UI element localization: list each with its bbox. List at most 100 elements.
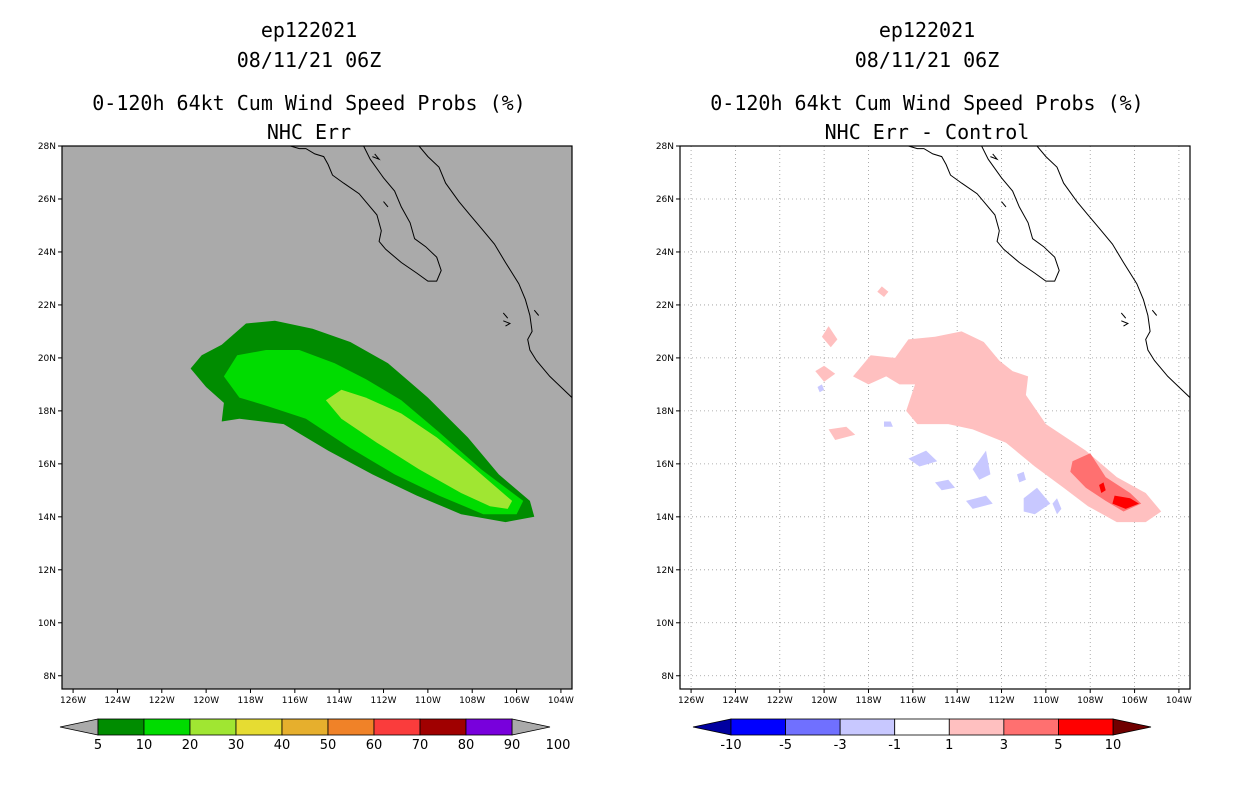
chart-subtitle: NHC Err - Control: [824, 120, 1030, 144]
x-tick-label: 106W: [1122, 696, 1148, 706]
colorbar-swatch: [327, 718, 375, 736]
y-tick-label: 28N: [656, 142, 674, 152]
colorbar-swatch: [281, 718, 329, 736]
x-tick-label: 120W: [811, 696, 837, 706]
colorbar-under-triangle: [692, 718, 732, 736]
panel-nhc-err: ep122021 08/11/21 06Z 0-120h 64kt Cum Wi…: [38, 18, 574, 753]
colorbar-label: 100: [546, 738, 571, 753]
island-outline: [928, 135, 935, 143]
y-tick-label: 12N: [656, 566, 674, 576]
colorbar-swatch: [189, 718, 237, 736]
y-tick-label: 8N: [44, 672, 56, 682]
storm-id: ep122021: [260, 18, 358, 42]
y-tick-label: 18N: [38, 407, 56, 417]
x-tick-label: 108W: [459, 696, 485, 706]
colorbar-label: -3: [834, 738, 847, 753]
island-outline: [383, 201, 389, 208]
colorbar-over-triangle: [511, 718, 551, 736]
y-tick-label: 20N: [38, 354, 56, 364]
y-tick-label: 28N: [38, 142, 56, 152]
x-tick-label: 116W: [282, 696, 308, 706]
contour-level-neg1: [972, 450, 991, 480]
y-tick-label: 14N: [656, 513, 674, 523]
x-tick-label: 120W: [193, 696, 219, 706]
colorbar-over-triangle: [1112, 718, 1152, 736]
plot-frame: [61, 145, 573, 690]
colorbar-swatch: [785, 718, 841, 736]
x-tick-label: 126W: [678, 696, 704, 706]
colorbar-label: 20: [182, 738, 199, 753]
colorbar-swatch: [1003, 718, 1059, 736]
y-tick-label: 26N: [656, 195, 674, 205]
forecast-date: 08/11/21 06Z: [236, 48, 382, 72]
colorbar-swatch: [730, 718, 786, 736]
x-tick-label: 118W: [855, 696, 881, 706]
colorbar-swatch: [465, 718, 513, 736]
contour-level-neg1: [966, 495, 993, 509]
contour-level-1: [828, 426, 856, 440]
y-tick-label: 24N: [656, 248, 674, 258]
x-tick-label: 114W: [326, 696, 352, 706]
colorbar-swatch: [839, 718, 896, 736]
colorbar-label: 90: [504, 738, 521, 753]
storm-id: ep122021: [878, 18, 976, 42]
x-tick-label: 122W: [149, 696, 175, 706]
colorbar-swatch: [97, 718, 145, 736]
coastline: [290, 146, 442, 282]
forecast-date: 08/11/21 06Z: [854, 48, 1000, 72]
contour-level-neg1: [908, 450, 938, 467]
coastline: [908, 146, 1060, 282]
x-tick-label: 114W: [944, 696, 970, 706]
contour-level-neg1: [817, 384, 825, 393]
contour-level-1: [815, 365, 836, 382]
island-outline: [503, 320, 512, 327]
colorbar-swatch: [235, 718, 283, 736]
colorbar-label: 1: [945, 738, 953, 753]
colorbar-label: 50: [320, 738, 337, 753]
colorbar-swatch: [948, 718, 1005, 736]
colorbar-swatch: [894, 718, 950, 736]
contour-level-neg1: [1023, 487, 1051, 515]
colorbar-label: -1: [888, 738, 901, 753]
island-outline: [310, 135, 317, 143]
coastline: [1036, 146, 1190, 398]
x-tick-label: 112W: [988, 696, 1014, 706]
colorbar-swatch: [1058, 718, 1114, 736]
island-outline: [1121, 320, 1130, 327]
colorbar-label: 40: [274, 738, 291, 753]
y-tick-label: 10N: [38, 619, 56, 629]
island-outline: [372, 153, 381, 161]
y-tick-label: 26N: [38, 195, 56, 205]
contour-level-5: [1099, 482, 1106, 493]
chart-title: 0-120h 64kt Cum Wind Speed Probs (%): [92, 91, 526, 115]
island-outline: [1151, 309, 1158, 316]
colorbar-swatch: [373, 718, 421, 736]
colorbar-label: -5: [779, 738, 792, 753]
panel-nhc-err-minus-control: ep122021 08/11/21 06Z 0-120h 64kt Cum Wi…: [618, 0, 1236, 800]
x-tick-label: 124W: [104, 696, 130, 706]
island-outline: [533, 309, 540, 316]
plot-frame: [679, 145, 1191, 690]
colorbar-label: -10: [720, 738, 741, 753]
island-outline: [502, 312, 509, 319]
colorbar-swatch: [143, 718, 191, 736]
y-tick-label: 16N: [38, 460, 56, 470]
y-tick-label: 14N: [38, 513, 56, 523]
contour-level-1: [821, 326, 838, 348]
x-tick-label: 118W: [237, 696, 263, 706]
x-tick-label: 110W: [1033, 696, 1059, 706]
y-tick-label: 24N: [38, 248, 56, 258]
y-tick-label: 22N: [656, 301, 674, 311]
colorbar-label: 80: [458, 738, 475, 753]
y-tick-label: 8N: [662, 672, 674, 682]
x-tick-label: 106W: [504, 696, 530, 706]
x-tick-label: 116W: [900, 696, 926, 706]
x-tick-label: 112W: [370, 696, 396, 706]
x-tick-label: 110W: [415, 696, 441, 706]
contour-level-neg1: [1052, 498, 1062, 515]
x-tick-label: 122W: [767, 696, 793, 706]
y-tick-label: 10N: [656, 619, 674, 629]
colorbar-label: 30: [228, 738, 245, 753]
coastline: [418, 146, 572, 398]
contour-level-neg1: [1017, 471, 1026, 483]
